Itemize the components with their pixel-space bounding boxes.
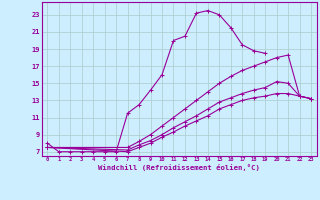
X-axis label: Windchill (Refroidissement éolien,°C): Windchill (Refroidissement éolien,°C): [98, 164, 260, 171]
